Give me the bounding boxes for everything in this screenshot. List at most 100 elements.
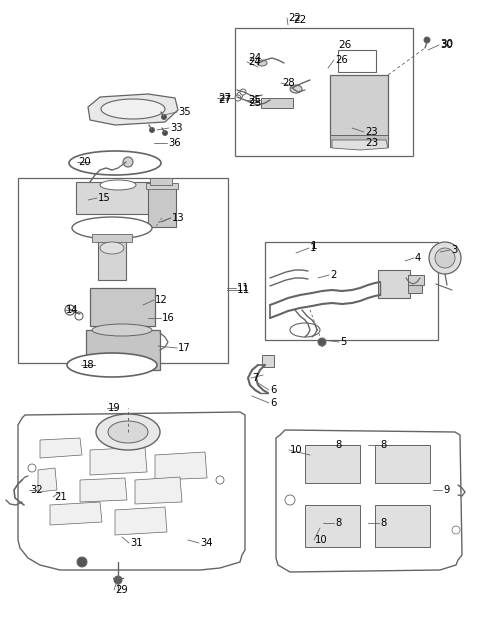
Text: 27: 27 xyxy=(218,93,231,103)
Circle shape xyxy=(452,526,460,534)
Ellipse shape xyxy=(72,217,152,239)
Text: 30: 30 xyxy=(440,39,453,49)
Circle shape xyxy=(435,248,455,268)
Circle shape xyxy=(216,476,224,484)
Text: 20: 20 xyxy=(78,157,91,167)
Bar xyxy=(375,505,430,547)
Circle shape xyxy=(123,157,133,167)
Circle shape xyxy=(114,576,122,584)
Ellipse shape xyxy=(101,99,165,119)
Bar xyxy=(92,234,132,242)
Text: 27: 27 xyxy=(218,95,231,105)
Ellipse shape xyxy=(96,414,160,450)
Ellipse shape xyxy=(100,180,136,190)
Bar xyxy=(408,275,424,285)
Text: 23: 23 xyxy=(365,127,378,137)
Text: 25: 25 xyxy=(248,95,261,105)
Text: 19: 19 xyxy=(108,403,121,413)
Circle shape xyxy=(75,312,83,320)
Text: 15: 15 xyxy=(98,193,111,203)
Text: 16: 16 xyxy=(162,313,175,323)
Ellipse shape xyxy=(100,242,124,254)
Text: 10: 10 xyxy=(290,445,302,455)
Circle shape xyxy=(240,89,246,95)
Bar xyxy=(76,182,164,214)
Text: 29: 29 xyxy=(115,585,128,595)
Text: 14: 14 xyxy=(66,305,79,315)
Text: 30: 30 xyxy=(440,40,453,50)
Bar xyxy=(305,445,360,483)
Bar xyxy=(378,270,410,298)
Text: 6: 6 xyxy=(270,385,276,395)
Text: 9: 9 xyxy=(443,485,449,495)
Polygon shape xyxy=(80,478,127,502)
Ellipse shape xyxy=(290,85,302,93)
Bar xyxy=(262,355,274,367)
Circle shape xyxy=(235,95,241,101)
Circle shape xyxy=(285,495,295,505)
Bar xyxy=(148,185,176,227)
Bar xyxy=(150,178,172,185)
Ellipse shape xyxy=(290,323,320,337)
Ellipse shape xyxy=(69,151,161,175)
Text: 8: 8 xyxy=(380,440,386,450)
Circle shape xyxy=(161,115,167,120)
Text: 32: 32 xyxy=(30,485,43,495)
Text: 3: 3 xyxy=(451,245,457,255)
Text: 5: 5 xyxy=(340,337,347,347)
Text: 34: 34 xyxy=(200,538,213,548)
Polygon shape xyxy=(135,477,182,504)
Text: 18: 18 xyxy=(82,360,95,370)
Text: 11: 11 xyxy=(237,283,250,293)
Polygon shape xyxy=(115,507,167,535)
Text: 4: 4 xyxy=(415,253,421,263)
Text: 8: 8 xyxy=(335,440,341,450)
Bar xyxy=(305,505,360,547)
Polygon shape xyxy=(276,430,462,572)
Bar xyxy=(86,330,160,370)
Polygon shape xyxy=(40,438,82,458)
Text: 1: 1 xyxy=(311,241,318,251)
Text: 8: 8 xyxy=(335,518,341,528)
Text: 12: 12 xyxy=(155,295,168,305)
Circle shape xyxy=(28,464,36,472)
Text: 6: 6 xyxy=(270,398,276,408)
Circle shape xyxy=(318,338,326,346)
Text: 35: 35 xyxy=(178,107,191,117)
Text: 2: 2 xyxy=(330,270,336,280)
Text: 22: 22 xyxy=(293,15,306,25)
Text: 10: 10 xyxy=(315,535,328,545)
Polygon shape xyxy=(38,468,57,492)
Polygon shape xyxy=(155,452,207,480)
Text: 31: 31 xyxy=(130,538,143,548)
Text: 26: 26 xyxy=(338,40,351,50)
Text: 8: 8 xyxy=(380,518,386,528)
Bar xyxy=(235,28,413,156)
Circle shape xyxy=(77,557,87,567)
Text: 13: 13 xyxy=(172,213,185,223)
Bar xyxy=(146,183,178,189)
Text: 33: 33 xyxy=(170,123,182,133)
Bar xyxy=(18,178,228,363)
Circle shape xyxy=(429,242,461,274)
Polygon shape xyxy=(18,412,245,570)
Bar xyxy=(330,135,388,147)
Bar xyxy=(98,238,126,280)
Text: 22: 22 xyxy=(288,13,301,23)
Text: 26: 26 xyxy=(335,55,348,65)
Ellipse shape xyxy=(92,324,152,336)
Ellipse shape xyxy=(67,353,157,377)
Bar xyxy=(265,242,438,340)
Text: 21: 21 xyxy=(54,492,67,502)
Ellipse shape xyxy=(257,60,267,66)
Bar xyxy=(330,75,388,140)
Text: 25: 25 xyxy=(248,98,261,108)
Bar xyxy=(90,288,155,326)
Circle shape xyxy=(163,130,168,135)
Text: 11: 11 xyxy=(237,285,250,295)
Text: 23: 23 xyxy=(365,138,378,148)
Text: 1: 1 xyxy=(310,243,316,253)
Bar xyxy=(338,50,376,72)
Polygon shape xyxy=(90,447,147,475)
Circle shape xyxy=(237,92,243,98)
